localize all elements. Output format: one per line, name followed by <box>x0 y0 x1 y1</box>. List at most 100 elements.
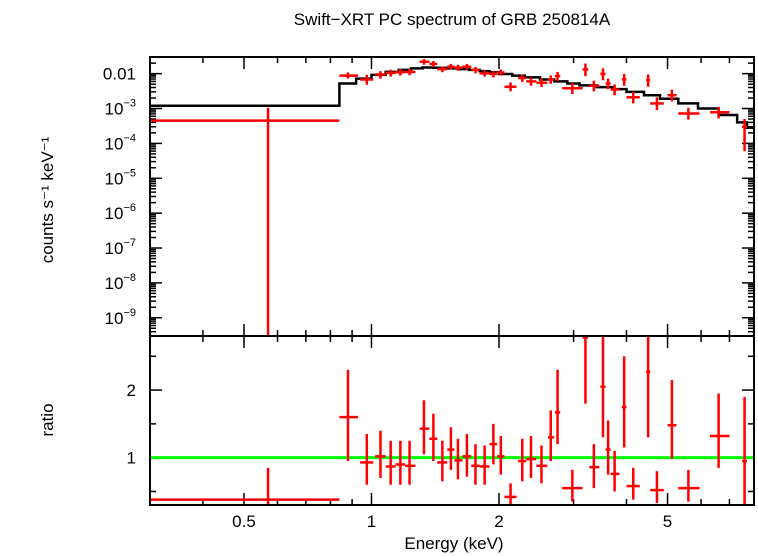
y-tick-label-base: 10 <box>105 274 124 293</box>
ratio-data-point <box>600 336 606 438</box>
spectrum-data-point <box>518 74 527 82</box>
ratio-data-point <box>710 393 730 468</box>
y-tick-label-exponent: −8 <box>123 272 136 284</box>
spectrum-data-point <box>536 78 548 88</box>
chart-title: Swift−XRT PC spectrum of GRB 250814A <box>294 10 611 29</box>
spectrum-data-point <box>497 69 505 76</box>
x-tick-labels: 0.5 1 2 5 <box>232 512 672 531</box>
spectrum-data-point <box>447 63 455 70</box>
spectrum-data-point <box>429 61 438 68</box>
spectrum-data-point <box>454 64 463 71</box>
bottom-panel-y-axis-label: ratio <box>38 403 57 436</box>
ratio-data-point <box>419 400 430 455</box>
y-tick-label: 10−5 <box>105 167 136 188</box>
y-tick-label-exponent: −3 <box>123 98 136 110</box>
ratio-data-point <box>429 413 438 462</box>
spectrum-data-point <box>626 91 640 104</box>
y-tick-label: 10−8 <box>105 272 136 293</box>
ratio-data-point <box>742 396 747 505</box>
spectrum-data-point <box>405 68 416 76</box>
ratio-data-point <box>471 444 480 485</box>
ratio-data-point <box>454 438 463 480</box>
spectrum-data-point <box>489 70 498 78</box>
spectrum-data-point <box>385 69 396 77</box>
bottom-panel-data-points <box>150 336 747 505</box>
spectrum-data-point <box>339 72 359 79</box>
ratio-data-point <box>547 410 555 462</box>
top-panel-data-points <box>150 59 747 336</box>
bottom-panel-y-tick-labels: 12 <box>127 381 136 468</box>
ratio-data-point <box>626 467 640 500</box>
ratio-data-point <box>536 445 548 484</box>
ratio-data-point <box>621 356 627 448</box>
spectrum-data-point <box>650 97 664 111</box>
y-tick-label-base: 10 <box>105 239 124 258</box>
y-tick-label-base: 10 <box>105 169 124 188</box>
ratio-data-point <box>650 471 664 503</box>
ratio-data-point <box>504 483 517 505</box>
y-tick-label-base: 10 <box>105 309 124 328</box>
y-tick-label: 0.01 <box>103 65 136 84</box>
ratio-data-point <box>339 369 359 462</box>
x-tick-label: 1 <box>367 512 376 531</box>
y-tick-label-base: 10 <box>105 134 124 153</box>
ratio-data-point <box>554 369 561 445</box>
spectrum-data-point <box>360 74 374 85</box>
spectrum-data-point <box>419 59 430 65</box>
y-tick-label-exponent: −9 <box>123 307 136 319</box>
y-tick-label-exponent: −7 <box>123 237 136 249</box>
ratio-data-point <box>646 336 651 438</box>
x-axis-label: Energy (keV) <box>404 534 503 553</box>
spectrum-data-point <box>582 63 589 77</box>
spectrum-data-point <box>150 107 340 336</box>
ratio-data-point <box>518 438 527 482</box>
ratio-data-point <box>395 440 406 485</box>
spectrum-data-point <box>462 63 472 70</box>
y-tick-label-exponent: −6 <box>123 202 136 214</box>
x-tick-label: 0.5 <box>232 512 256 531</box>
ratio-data-point <box>610 450 620 492</box>
spectrum-data-point <box>610 84 620 96</box>
ratio-data-point <box>526 436 537 478</box>
ratio-data-point <box>479 445 490 485</box>
y-tick-label: 10−7 <box>105 237 136 258</box>
bottom-panel-frame <box>149 335 755 506</box>
spectrum-data-point <box>710 106 730 119</box>
ratio-data-point <box>405 440 416 485</box>
spectrum-data-point <box>742 119 747 152</box>
ratio-data-point <box>489 423 498 465</box>
ratio-data-point <box>385 440 396 485</box>
spectrum-data-point <box>479 70 490 77</box>
ratio-data-point <box>437 440 448 482</box>
ratio-data-point <box>447 427 455 470</box>
y-tick-label-base: 10 <box>105 100 124 119</box>
top-panel-y-axis-label: counts s⁻¹ keV⁻¹ <box>38 136 57 263</box>
ratio-data-point <box>497 436 505 475</box>
y-tick-label-exponent: −5 <box>123 167 136 179</box>
y-tick-label-exponent: −4 <box>123 132 136 144</box>
ratio-data-point <box>582 336 589 404</box>
spectrum-data-point <box>621 73 627 86</box>
x-tick-label: 2 <box>494 512 503 531</box>
ratio-data-point <box>562 469 583 502</box>
spectrum-data-point <box>646 74 651 87</box>
spectrum-data-point <box>605 78 611 90</box>
y-tick-label-base: 10 <box>105 204 124 223</box>
ratio-data-point <box>360 434 374 485</box>
ratio-data-point <box>589 444 600 489</box>
spectrum-data-point <box>600 68 606 81</box>
spectrum-data-point <box>437 66 448 73</box>
y-tick-label: 10−4 <box>105 132 136 153</box>
ratio-data-point <box>462 434 472 477</box>
spectrum-data-point <box>395 69 406 76</box>
spectrum-data-point <box>471 67 480 74</box>
ratio-data-point <box>605 420 611 475</box>
spectrum-data-point <box>375 71 386 79</box>
spectrum-data-point <box>667 89 677 102</box>
ratio-tick-label: 2 <box>127 381 136 400</box>
x-tick-label: 5 <box>663 512 672 531</box>
ratio-tick-label: 1 <box>127 449 136 468</box>
y-tick-label: 10−3 <box>105 98 136 119</box>
spectrum-data-point <box>678 107 700 120</box>
